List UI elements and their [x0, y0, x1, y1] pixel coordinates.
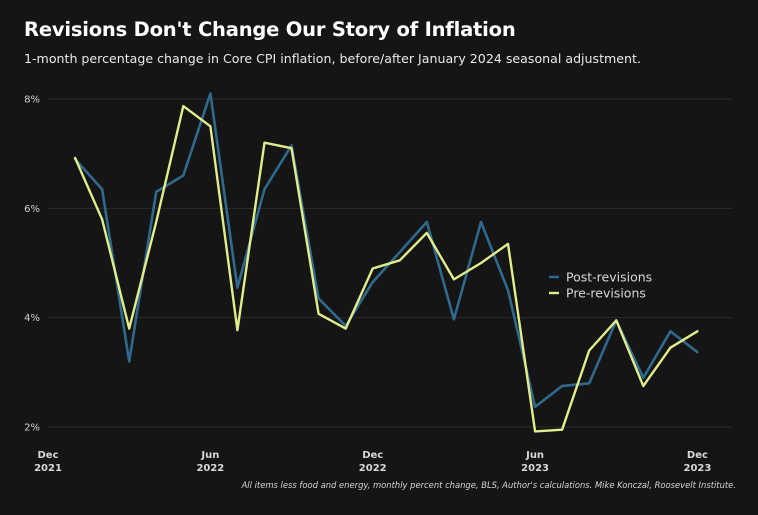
x-axis: Dec 2021 Jun 2022 Dec 2022 Jun 2023 Dec 2023	[34, 450, 711, 474]
data-point-pre-revisions	[453, 278, 455, 281]
data-point-post-revisions	[453, 318, 455, 321]
chart-title: Revisions Don't Change Our Story of Infl…	[24, 18, 516, 41]
data-point-post-revisions	[317, 297, 320, 300]
data-point-post-revisions	[371, 281, 374, 284]
data-point-pre-revisions	[290, 147, 293, 150]
data-point-post-revisions	[263, 188, 266, 191]
y-tick-label: 6%	[24, 204, 40, 215]
legend-label: Pre-revisions	[566, 286, 646, 301]
series-line-pre-revisions	[73, 104, 699, 433]
data-point-pre-revisions	[209, 125, 212, 128]
x-tick-label: 2023	[521, 463, 549, 474]
x-tick-label: Jun	[525, 450, 544, 461]
y-tick-label: 8%	[24, 95, 40, 106]
data-point-post-revisions	[669, 330, 672, 333]
data-point-pre-revisions	[263, 141, 266, 144]
data-point-pre-revisions	[182, 105, 185, 108]
data-point-post-revisions	[209, 92, 212, 95]
data-point-pre-revisions	[155, 221, 158, 223]
x-tick-label: 2023	[684, 463, 712, 474]
data-point-post-revisions	[425, 221, 428, 223]
data-point-pre-revisions	[480, 262, 482, 264]
chart-subtitle: 1-month percentage change in Core CPI in…	[24, 51, 641, 66]
data-point-pre-revisions	[74, 157, 76, 159]
source-caption: All items less food and energy, monthly …	[241, 480, 736, 490]
y-axis: 2% 4% 6% 8%	[24, 95, 40, 434]
data-point-post-revisions	[236, 286, 239, 289]
gridlines	[48, 98, 732, 428]
x-tick-label: Dec	[687, 450, 708, 461]
x-tick-label: Dec	[362, 450, 383, 461]
data-point-post-revisions	[642, 376, 645, 379]
data-point-pre-revisions	[101, 218, 104, 221]
series-lines	[73, 92, 699, 433]
data-point-post-revisions	[588, 382, 591, 385]
data-point-pre-revisions	[507, 242, 509, 245]
legend-label: Post-revisions	[566, 270, 652, 285]
data-point-pre-revisions	[615, 319, 618, 322]
x-tick-label: Dec	[37, 450, 58, 461]
data-point-pre-revisions	[317, 312, 320, 315]
data-point-pre-revisions	[588, 349, 591, 352]
data-point-pre-revisions	[371, 267, 374, 270]
data-point-post-revisions	[398, 251, 401, 253]
data-point-pre-revisions	[398, 259, 401, 262]
data-point-pre-revisions	[642, 385, 645, 387]
data-point-pre-revisions	[128, 327, 131, 330]
x-tick-label: Jun	[200, 450, 219, 461]
series-line-post-revisions	[73, 92, 699, 409]
x-tick-label: 2021	[34, 463, 62, 474]
data-point-post-revisions	[290, 144, 293, 147]
data-point-post-revisions	[696, 351, 699, 354]
data-point-post-revisions	[480, 221, 482, 223]
data-point-post-revisions	[507, 289, 509, 292]
data-point-pre-revisions	[425, 232, 428, 234]
data-point-pre-revisions	[534, 430, 536, 433]
data-point-pre-revisions	[236, 329, 239, 332]
data-point-post-revisions	[534, 405, 536, 408]
data-point-pre-revisions	[561, 428, 564, 431]
y-tick-label: 2%	[24, 423, 40, 434]
data-point-post-revisions	[561, 385, 564, 387]
x-tick-label: 2022	[196, 463, 224, 474]
data-point-post-revisions	[155, 191, 158, 193]
data-point-pre-revisions	[696, 330, 699, 333]
data-point-pre-revisions	[344, 327, 347, 330]
data-point-post-revisions	[182, 174, 185, 177]
x-tick-label: 2022	[359, 463, 387, 474]
data-point-pre-revisions	[669, 346, 672, 349]
y-tick-label: 4%	[24, 313, 40, 324]
data-point-post-revisions	[128, 360, 131, 363]
data-point-post-revisions	[101, 188, 104, 191]
